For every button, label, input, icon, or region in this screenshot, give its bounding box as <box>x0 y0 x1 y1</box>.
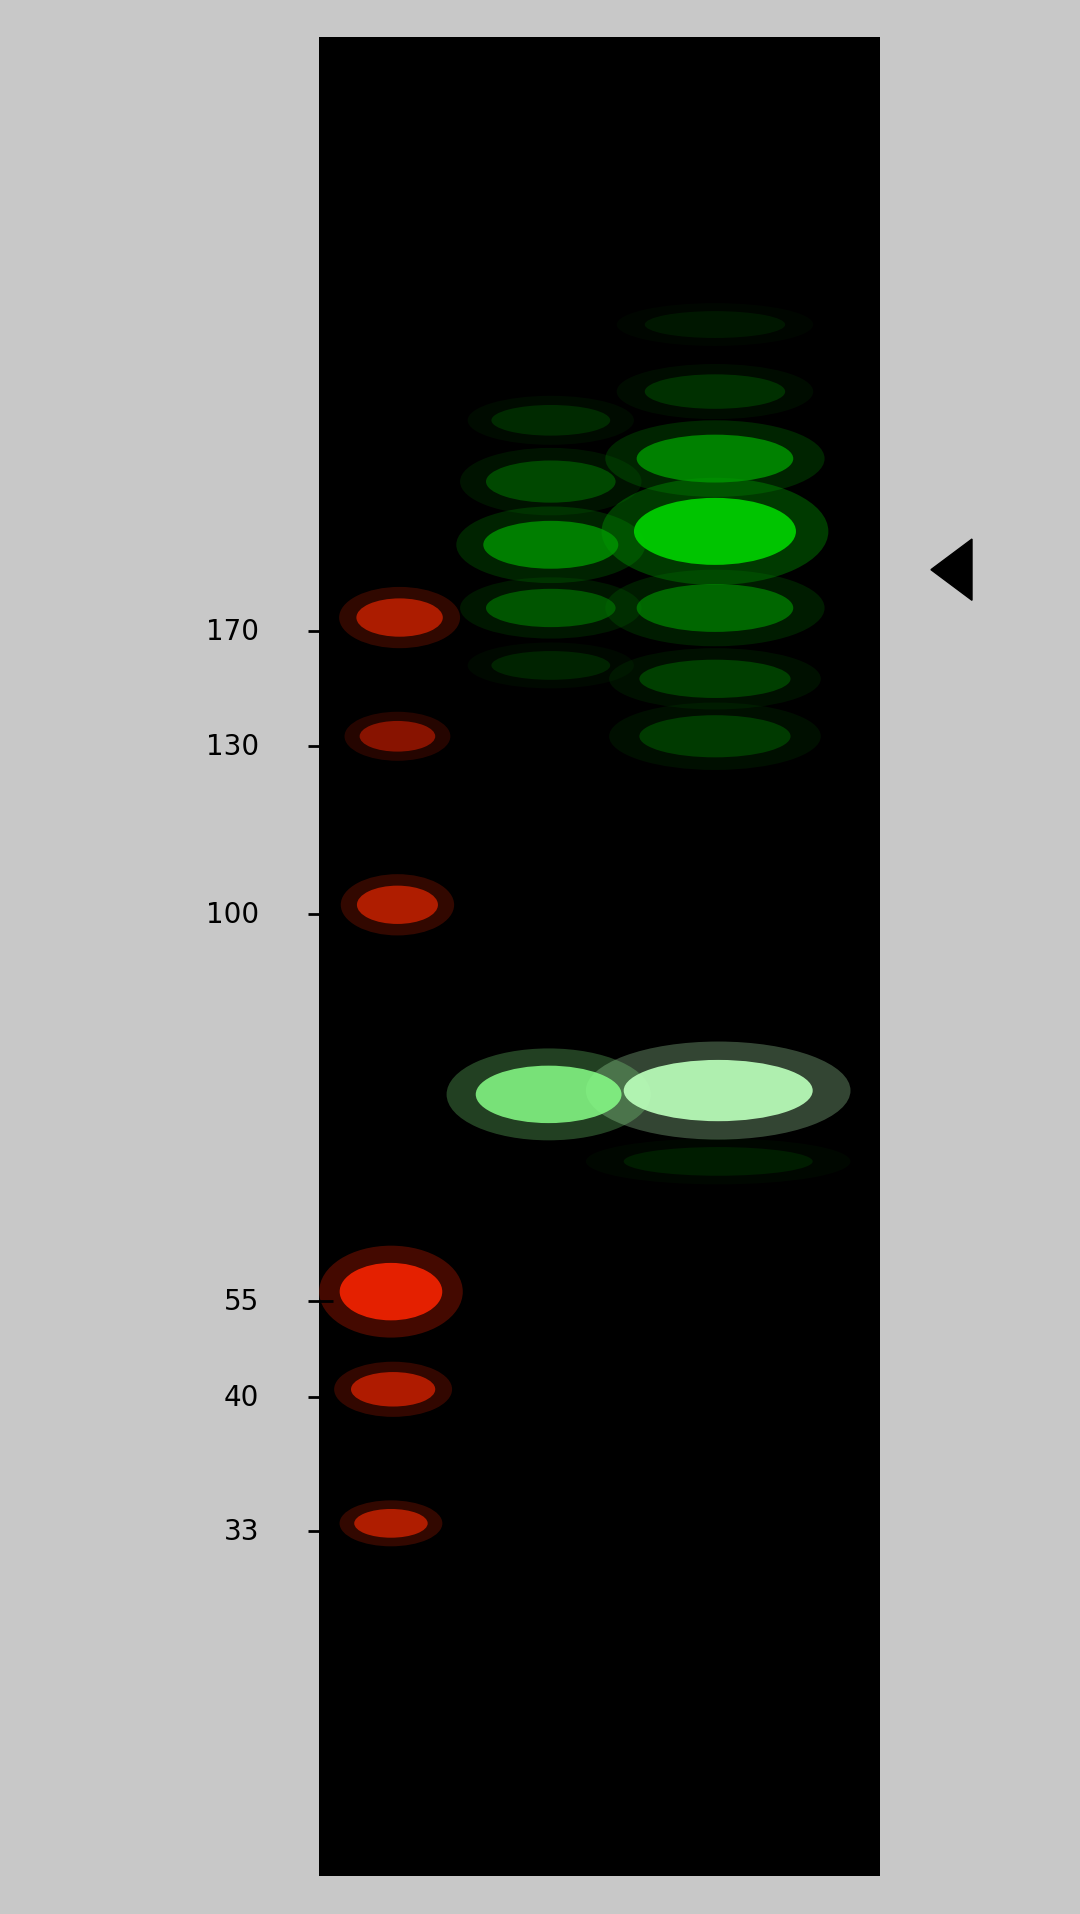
Text: 170: 170 <box>206 618 259 645</box>
Ellipse shape <box>320 1246 462 1338</box>
Text: 100: 100 <box>206 901 259 928</box>
Ellipse shape <box>617 304 813 346</box>
Polygon shape <box>931 540 972 601</box>
Ellipse shape <box>447 1049 650 1141</box>
Ellipse shape <box>339 1501 443 1547</box>
Text: 33: 33 <box>224 1518 259 1545</box>
Ellipse shape <box>334 1363 453 1416</box>
Ellipse shape <box>602 478 828 586</box>
Ellipse shape <box>360 722 435 752</box>
Ellipse shape <box>486 461 616 503</box>
Text: 130: 130 <box>206 733 259 760</box>
Ellipse shape <box>605 570 825 647</box>
Ellipse shape <box>345 712 450 762</box>
Ellipse shape <box>609 649 821 710</box>
Ellipse shape <box>339 1263 443 1321</box>
Ellipse shape <box>460 578 642 639</box>
Ellipse shape <box>339 588 460 649</box>
Ellipse shape <box>491 651 610 681</box>
Ellipse shape <box>624 1060 813 1122</box>
Ellipse shape <box>354 1508 428 1539</box>
Ellipse shape <box>637 434 794 482</box>
Ellipse shape <box>586 1041 851 1141</box>
Ellipse shape <box>468 643 634 689</box>
Ellipse shape <box>634 498 796 567</box>
Ellipse shape <box>456 507 646 584</box>
Text: 40: 40 <box>224 1384 259 1411</box>
Ellipse shape <box>645 312 785 339</box>
Ellipse shape <box>609 702 821 771</box>
Ellipse shape <box>483 521 618 568</box>
Ellipse shape <box>356 599 443 637</box>
Ellipse shape <box>637 586 794 632</box>
Ellipse shape <box>645 375 785 410</box>
Ellipse shape <box>586 1139 851 1185</box>
Ellipse shape <box>617 366 813 419</box>
Ellipse shape <box>624 1146 813 1175</box>
Ellipse shape <box>341 875 454 936</box>
Bar <box>319 38 880 1876</box>
Ellipse shape <box>486 590 616 628</box>
Ellipse shape <box>460 448 642 517</box>
Ellipse shape <box>475 1066 622 1124</box>
Ellipse shape <box>491 406 610 436</box>
Ellipse shape <box>605 421 825 498</box>
Ellipse shape <box>351 1372 435 1407</box>
Ellipse shape <box>356 886 438 924</box>
Ellipse shape <box>639 660 791 699</box>
Text: 55: 55 <box>224 1288 259 1315</box>
Ellipse shape <box>468 396 634 446</box>
Ellipse shape <box>639 716 791 758</box>
